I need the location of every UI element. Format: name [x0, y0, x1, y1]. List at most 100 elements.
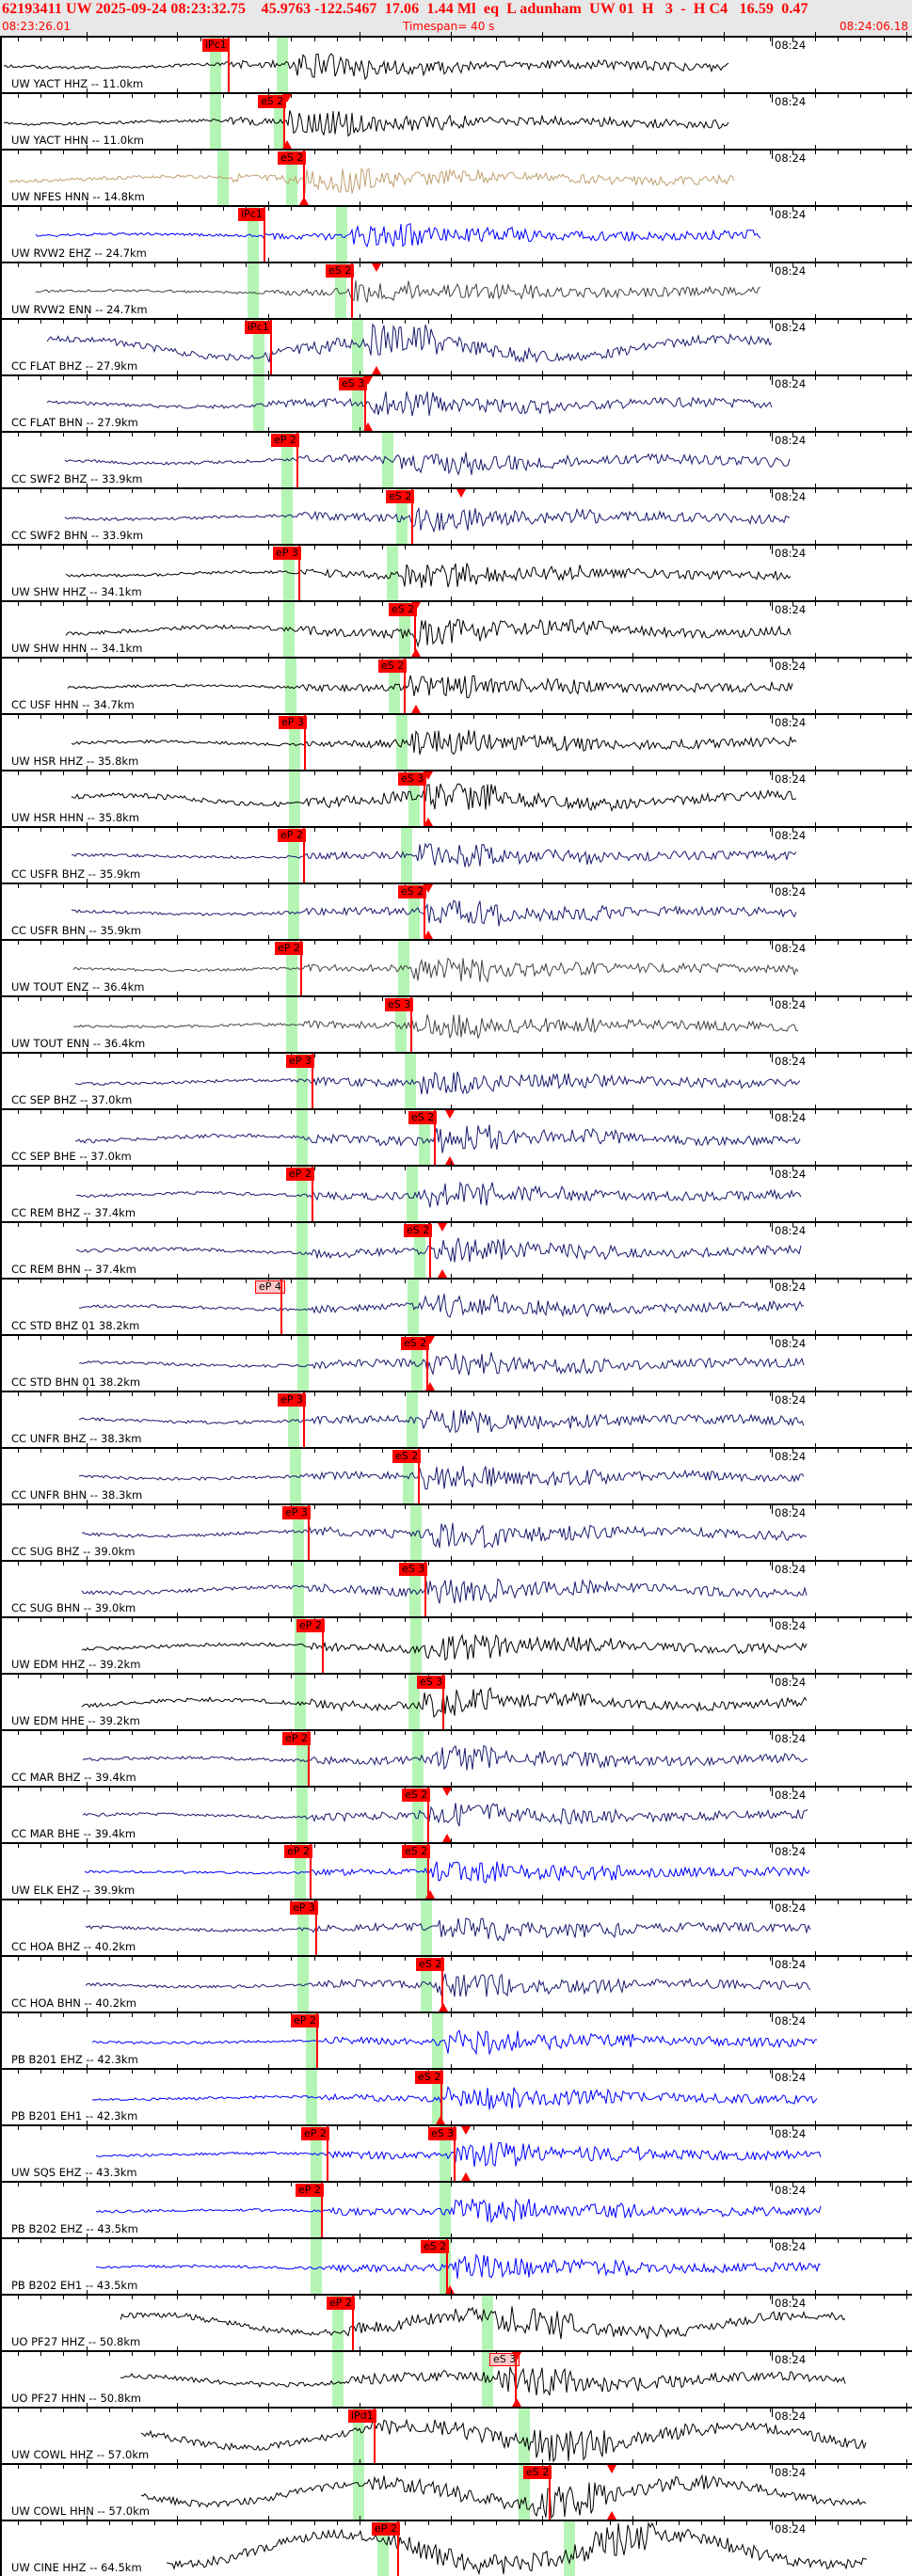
phase-pick-flag[interactable]: eS 3 — [417, 1676, 446, 1689]
phase-pick-line[interactable] — [418, 1449, 420, 1503]
seismogram-panel[interactable]: iPc1 08:24 UW YACT HHZ -- 11.0km eS 2 08:24 U… — [0, 32, 912, 2576]
phase-pick-flag[interactable]: iPd1 — [348, 2409, 376, 2423]
phase-pick-line[interactable] — [374, 2409, 376, 2463]
phase-pick-flag[interactable]: eP 2 — [284, 1845, 312, 1858]
phase-pick-flag[interactable]: eS 2 — [523, 2466, 552, 2479]
phase-pick-line[interactable] — [322, 1618, 324, 1673]
trace-row[interactable]: eS 2 08:24 CC UNFR BHN -- 38.3km — [2, 1443, 912, 1503]
phase-pick-flag[interactable]: iPc1 — [238, 208, 265, 221]
phase-pick-line[interactable] — [316, 2013, 318, 2068]
trace-row[interactable]: iPc1 08:24 UW RVW2 EHZ -- 24.7km — [2, 201, 912, 262]
phase-pick-line[interactable] — [315, 1900, 317, 1955]
phase-pick-flag[interactable]: eS 2 — [402, 1845, 431, 1858]
phase-pick-flag[interactable]: eS 2 — [386, 490, 415, 503]
phase-pick-line[interactable] — [454, 2126, 456, 2181]
phase-pick-line[interactable] — [327, 2126, 328, 2181]
phase-pick-flag[interactable]: eP 2 — [286, 1168, 314, 1181]
trace-row[interactable]: eP 3 08:24 UW SHW HHZ -- 34.1km — [2, 540, 912, 600]
phase-pick-flag[interactable]: iPc1 — [245, 321, 272, 334]
trace-row[interactable]: eP 3 08:24 UW HSR HHZ -- 35.8km — [2, 709, 912, 770]
trace-row[interactable]: eP 2 08:24 CC SWF2 BHZ -- 33.9km — [2, 427, 912, 487]
phase-pick-flag[interactable]: eS 2 — [326, 264, 355, 278]
phase-pick-flag[interactable]: eP 2 — [372, 2522, 400, 2536]
phase-pick-flag[interactable]: eS 2 — [398, 885, 427, 898]
trace-row[interactable]: eS 2 08:24 CC SEP BHE -- 37.0km — [2, 1105, 912, 1165]
trace-row[interactable]: eS 2 08:24 UW COWL HHN -- 57.0km — [2, 2459, 912, 2520]
phase-pick-line[interactable] — [304, 715, 306, 770]
trace-row[interactable]: eP 2 eS 3 08:24 UW SQS EHZ -- 43.3km — [2, 2121, 912, 2181]
phase-pick-line[interactable] — [312, 1167, 313, 1221]
phase-pick-line[interactable] — [321, 2183, 323, 2237]
phase-pick-flag[interactable]: eS 2 — [415, 2071, 444, 2084]
trace-row[interactable]: eP 2 08:24 PB B202 EHZ -- 43.5km — [2, 2177, 912, 2237]
trace-row[interactable]: eS 3 08:24 UW EDM HHE -- 39.2km — [2, 1669, 912, 1729]
phase-pick-flag[interactable]: eP 2 — [296, 2184, 324, 2197]
phase-pick-line[interactable] — [310, 1844, 312, 1899]
phase-pick-line[interactable] — [404, 659, 406, 713]
trace-row[interactable]: eP 3 08:24 CC SEP BHZ -- 37.0km — [2, 1048, 912, 1108]
phase-pick-flag[interactable]: eP 2 — [301, 2127, 329, 2140]
trace-row[interactable]: eP 2 08:24 UO PF27 HHZ -- 50.8km — [2, 2290, 912, 2350]
phase-pick-line[interactable] — [446, 2239, 448, 2294]
phase-pick-flag[interactable]: eS 2 — [258, 95, 287, 108]
trace-row[interactable]: eS 2 08:24 UW YACT HHN -- 11.0km — [2, 88, 912, 149]
trace-row[interactable]: eP 2 08:24 PB B201 EHZ -- 42.3km — [2, 2008, 912, 2068]
phase-pick-line[interactable] — [397, 2521, 399, 2576]
phase-pick-flag[interactable]: eS 3 — [399, 1563, 428, 1576]
phase-pick-flag[interactable]: eP 2 — [291, 2014, 319, 2027]
trace-row[interactable]: eP 2 eS 2 08:24 UW ELK EHZ -- 39.9km — [2, 1838, 912, 1899]
trace-row[interactable]: eP 2 08:24 UW CINE HHZ -- 64.5km — [2, 2516, 912, 2576]
phase-pick-line[interactable] — [270, 320, 272, 374]
trace-row[interactable]: eS 2 08:24 CC MAR BHE -- 39.4km — [2, 1782, 912, 1842]
trace-row[interactable]: eS 3 08:24 CC FLAT BHN -- 27.9km — [2, 371, 912, 431]
phase-pick-line[interactable] — [427, 1844, 429, 1899]
trace-row[interactable]: eS 2 08:24 CC USF HHN -- 34.7km — [2, 653, 912, 713]
phase-pick-flag[interactable]: eS 2 — [416, 1958, 445, 1971]
trace-row[interactable]: eS 2 08:24 UW NFES HNN -- 14.8km — [2, 145, 912, 205]
phase-pick-flag[interactable]: eP 2 — [278, 829, 306, 842]
phase-pick-flag[interactable]: eP 2 — [282, 1732, 311, 1745]
phase-pick-line[interactable] — [424, 884, 425, 939]
trace-row[interactable]: eP 2 08:24 CC REM BHZ -- 37.4km — [2, 1161, 912, 1221]
trace-row[interactable]: eS 2 08:24 CC USFR BHN -- 35.9km — [2, 879, 912, 939]
phase-pick-line[interactable] — [303, 1392, 305, 1447]
phase-pick-line[interactable] — [441, 1957, 443, 2012]
phase-pick-flag[interactable]: iPc1 — [202, 39, 230, 52]
phase-pick-flag[interactable]: eP 3 — [273, 547, 301, 560]
phase-pick-line[interactable] — [410, 997, 412, 1052]
trace-row[interactable]: eS 2 08:24 UW RVW2 ENN -- 24.7km — [2, 258, 912, 318]
phase-pick-flag[interactable]: eP 2 — [271, 434, 299, 447]
phase-pick-line[interactable] — [308, 1505, 310, 1560]
trace-row[interactable]: eS 2 08:24 CC HOA BHN -- 40.2km — [2, 1951, 912, 2012]
trace-row[interactable]: iPc1 08:24 UW YACT HHZ -- 11.0km — [2, 32, 912, 92]
phase-pick-line[interactable] — [440, 2070, 442, 2124]
trace-row[interactable]: eS 3 08:24 CC SUG BHN -- 39.0km — [2, 1556, 912, 1616]
phase-pick-flag[interactable]: eS 2 — [392, 1450, 422, 1463]
trace-row[interactable]: eS 2 08:24 CC REM BHN -- 37.4km — [2, 1217, 912, 1278]
phase-pick-flag[interactable]: eS 2 — [404, 1224, 433, 1237]
trace-row[interactable]: eP 2 08:24 UW TOUT ENZ -- 36.4km — [2, 935, 912, 995]
phase-pick-flag[interactable]: eP 3 — [282, 1506, 311, 1519]
trace-row[interactable]: eP 2 08:24 CC MAR BHZ -- 39.4km — [2, 1725, 912, 1786]
trace-row[interactable]: eP 3 08:24 CC SUG BHZ -- 39.0km — [2, 1500, 912, 1560]
trace-row[interactable]: iPd1 08:24 UW COWL HHZ -- 57.0km — [2, 2403, 912, 2463]
phase-pick-line[interactable] — [352, 2296, 354, 2350]
phase-pick-flag[interactable]: eP 2 — [275, 942, 303, 955]
phase-pick-line[interactable] — [411, 489, 413, 544]
phase-pick-flag[interactable]: eS 2 — [408, 1111, 438, 1124]
phase-pick-line[interactable] — [424, 1562, 426, 1616]
trace-row[interactable]: eS 2 08:24 UW SHW HHN -- 34.1km — [2, 596, 912, 657]
phase-pick-flag[interactable]: eS 3 — [428, 2127, 457, 2140]
phase-pick-flag[interactable]: eS 2 — [421, 2240, 450, 2253]
phase-pick-flag[interactable]: eS 3 — [339, 377, 368, 390]
phase-pick-line[interactable] — [424, 771, 425, 826]
phase-pick-line[interactable] — [280, 1280, 282, 1334]
phase-pick-line[interactable] — [364, 376, 366, 431]
phase-pick-flag[interactable]: eP 4 — [255, 1280, 285, 1294]
phase-pick-flag[interactable]: eS 2 — [401, 1337, 430, 1350]
trace-row[interactable]: eP 3 08:24 CC UNFR BHZ -- 38.3km — [2, 1387, 912, 1447]
trace-row[interactable]: eP 3 08:24 CC HOA BHZ -- 40.2km — [2, 1895, 912, 1955]
phase-pick-line[interactable] — [427, 1788, 429, 1842]
phase-pick-flag[interactable]: eP 2 — [296, 1619, 325, 1632]
phase-pick-line[interactable] — [283, 94, 285, 149]
